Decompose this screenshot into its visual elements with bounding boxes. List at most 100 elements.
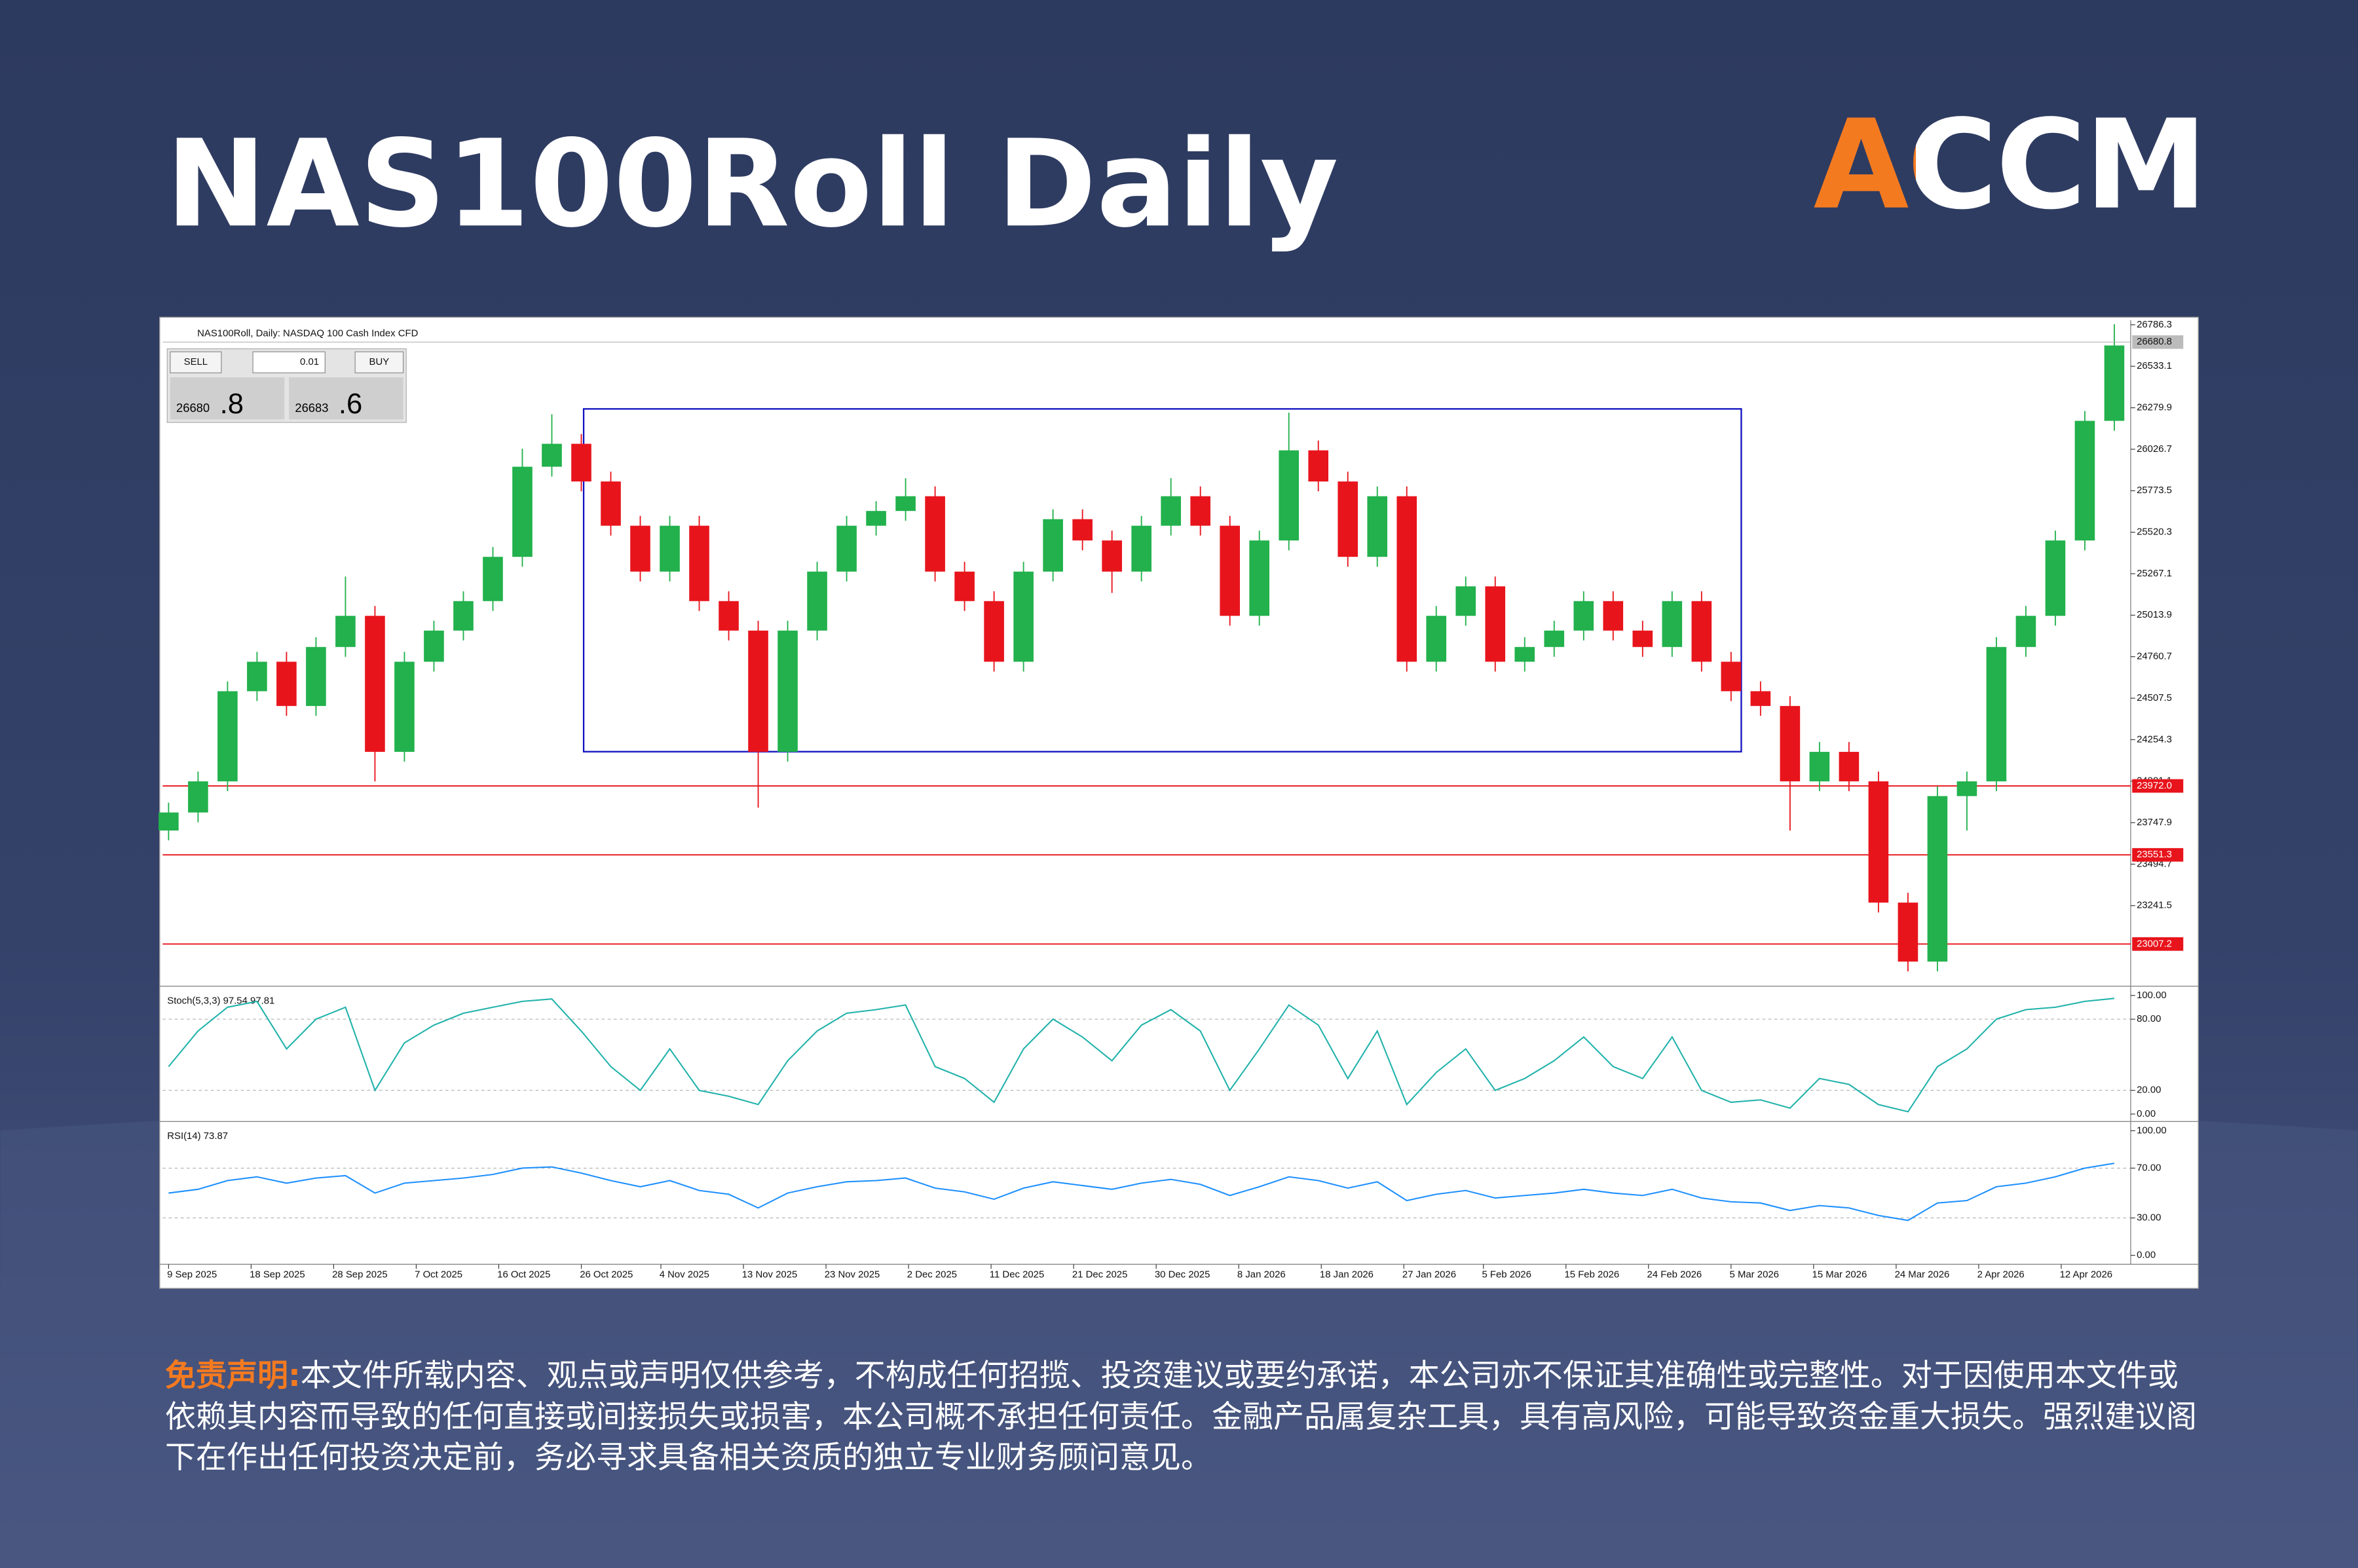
buy-label: BUY (369, 357, 390, 367)
candle-body (719, 601, 739, 631)
candle-body (2045, 540, 2066, 616)
ask-frac: .6 (339, 388, 362, 420)
candle-body (954, 571, 975, 601)
candle-body (1662, 601, 1683, 647)
candle-body (1161, 496, 1181, 526)
candle-body (660, 525, 680, 572)
candle-body (1072, 519, 1093, 541)
y-tick-label: 25520.3 (2137, 527, 2172, 538)
candle-body (1927, 796, 1948, 962)
candle-body (571, 443, 591, 482)
candle-body (2074, 420, 2095, 541)
y-tick-label: 24507.5 (2137, 693, 2172, 703)
bid-box (170, 377, 285, 420)
candle-body (2104, 345, 2125, 421)
chart-frame (159, 316, 2199, 1289)
candle-body (866, 511, 886, 526)
y-tick-label: 25013.9 (2137, 610, 2172, 620)
sell-button[interactable] (170, 351, 222, 373)
candle-body (1220, 525, 1240, 616)
candle-body (1190, 496, 1210, 526)
trade-panel: SELL 0.01 BUY 26680 .8 26683 .6 (166, 348, 407, 423)
range-box (582, 408, 1742, 753)
candle-body (1485, 586, 1506, 662)
candle-body (1544, 630, 1565, 647)
candle-body (895, 496, 916, 512)
current-price-tag (2132, 335, 2184, 349)
candle-body (1809, 751, 1830, 781)
candle-body (1603, 601, 1624, 631)
candle-body (1338, 481, 1358, 557)
y-tick-label: 26279.9 (2137, 403, 2172, 413)
y-tick-label: 80.00 (2137, 1014, 2161, 1024)
level-label: 23551.3 (2137, 849, 2172, 860)
y-tick-label: 24760.7 (2137, 652, 2172, 662)
candle-body (1426, 616, 1447, 662)
candle-body (1131, 525, 1151, 572)
candle-body (512, 466, 533, 557)
x-tick-label: 16 Oct 2025 (497, 1269, 550, 1280)
candle-body (1868, 781, 1889, 903)
x-tick-label: 18 Jan 2026 (1320, 1269, 1374, 1280)
x-tick-label: 15 Mar 2026 (1812, 1269, 1867, 1280)
x-tick-label: 24 Mar 2026 (1895, 1269, 1950, 1280)
candle-body (1750, 691, 1771, 706)
candle-body (542, 443, 562, 467)
candle-body (1721, 662, 1742, 692)
x-tick-label: 26 Oct 2025 (580, 1269, 633, 1280)
stochastic-line (168, 998, 2115, 1113)
candle-body (1898, 903, 1918, 962)
current-price-label: 26680.8 (2137, 337, 2172, 347)
candle-body (630, 525, 650, 572)
y-tick-label: 25773.5 (2137, 485, 2172, 496)
x-tick-label: 15 Feb 2026 (1564, 1269, 1619, 1280)
level-label: 23007.2 (2137, 939, 2172, 949)
x-tick-label: 11 Dec 2025 (990, 1269, 1044, 1280)
candle-body (276, 662, 297, 706)
bid-main: 26680 (176, 401, 210, 415)
disclaimer-text: 本文件所载内容、观点或声明仅供参考，不构成任何招揽、投资建议或要约承诺，本公司亦… (165, 1358, 2197, 1476)
candle-body (1514, 646, 1535, 662)
ask-main: 26683 (295, 401, 328, 415)
candle-body (807, 571, 827, 631)
y-tick-label: 26533.1 (2137, 361, 2172, 371)
ask-box (289, 377, 403, 420)
candle-body (424, 630, 444, 662)
candle-body (159, 812, 179, 831)
y-tick-label: 20.00 (2137, 1085, 2161, 1096)
candle-body (1279, 450, 1300, 541)
x-tick-label: 2 Dec 2025 (907, 1269, 957, 1280)
candle-body (1632, 630, 1653, 647)
y-tick-label: 26026.7 (2137, 444, 2172, 455)
candle-body (2015, 616, 2036, 647)
y-tick-label: 25267.1 (2137, 569, 2172, 579)
y-tick-label: 0.00 (2137, 1250, 2156, 1261)
candle-body (247, 662, 267, 692)
candle-body (1102, 540, 1122, 572)
y-tick-label: 70.00 (2137, 1163, 2161, 1173)
candle-body (1308, 450, 1329, 482)
y-tick-label: 30.00 (2137, 1213, 2161, 1223)
candle-body (1573, 601, 1594, 631)
candle-body (689, 525, 709, 601)
candle-body (188, 781, 208, 813)
lot-input[interactable] (252, 351, 326, 373)
x-tick-label: 7 Oct 2025 (415, 1269, 462, 1280)
rsi-line (168, 1163, 2115, 1222)
x-tick-label: 4 Nov 2025 (660, 1269, 709, 1280)
x-tick-label: 5 Mar 2026 (1730, 1269, 1779, 1280)
lot-value: 0.01 (300, 357, 319, 367)
x-tick-label: 12 Apr 2026 (2060, 1269, 2112, 1280)
page-title: NAS100Roll Daily (166, 115, 1338, 254)
logo: ACCM (1814, 94, 2207, 237)
candle-body (748, 630, 768, 752)
candle-body (394, 662, 415, 752)
level-tag (2132, 848, 2184, 862)
buy-button[interactable] (354, 351, 404, 373)
candle-body (365, 616, 385, 752)
x-tick-label: 24 Feb 2026 (1647, 1269, 1702, 1280)
chart-title: NAS100Roll, Daily: NASDAQ 100 Cash Index… (197, 328, 418, 339)
x-tick-label: 21 Dec 2025 (1072, 1269, 1128, 1280)
